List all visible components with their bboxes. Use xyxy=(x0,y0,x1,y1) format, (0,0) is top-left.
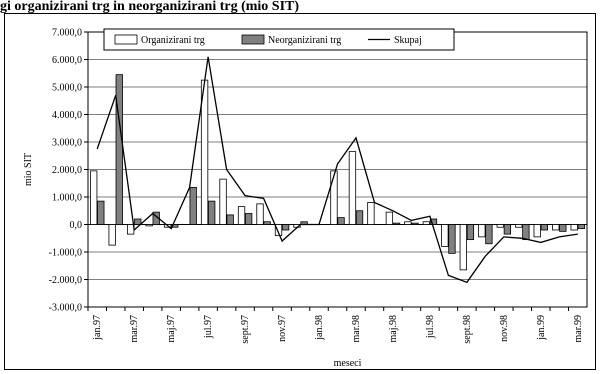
y-tick-label: 0,0 xyxy=(70,220,83,231)
legend-swatch xyxy=(241,34,265,45)
bar-organizirani xyxy=(145,224,153,227)
bar-neorganizirani xyxy=(189,186,197,225)
y-tick-label: 1.000,0 xyxy=(52,193,82,204)
y-tick-label: 4.000,0 xyxy=(52,110,82,121)
bar-neorganizirani xyxy=(171,224,179,228)
y-tick-label: -1.000,0 xyxy=(49,248,82,259)
bar-organizirani xyxy=(404,221,412,225)
bar-neorganizirani xyxy=(115,74,123,225)
bar-organizirani xyxy=(274,224,283,236)
bar-neorganizirani xyxy=(448,224,456,254)
legend-label: Neorganizirani trg xyxy=(268,35,341,46)
bar-organizirani xyxy=(219,178,227,225)
x-tick-label: mar.98 xyxy=(351,315,362,343)
legend-box xyxy=(103,28,455,51)
y-tick-label: -3.000,0 xyxy=(49,303,82,314)
x-tick-label: jul.97 xyxy=(203,315,214,339)
bar-organizirani xyxy=(441,224,449,247)
legend: Organizirani trg Neorganizirani trg Skupaj xyxy=(103,28,455,51)
bar-neorganizirani xyxy=(522,224,530,241)
x-tick-label: jan.98 xyxy=(314,315,325,341)
bar-neorganizirani xyxy=(429,218,438,225)
bar-organizirani xyxy=(256,203,264,225)
bar-neorganizirani xyxy=(503,224,512,235)
bar-organizirani xyxy=(570,224,578,231)
bar-organizirani xyxy=(515,224,523,228)
y-tick-label: 2.000,0 xyxy=(52,165,82,176)
y-tick-label: -2.000,0 xyxy=(49,275,82,286)
bar-organizirani xyxy=(552,224,560,231)
x-axis-label: meseci xyxy=(334,358,362,369)
bar-neorganizirani xyxy=(355,210,364,225)
x-tick-label: sept.97 xyxy=(240,315,251,344)
bar-neorganizirani xyxy=(263,221,271,225)
x-tick-label: sept.98 xyxy=(462,315,473,344)
bar-organizirani xyxy=(533,224,541,238)
bar-neorganizirani xyxy=(577,224,585,230)
bar-organizirani xyxy=(367,202,375,225)
bar-organizirani xyxy=(459,224,467,271)
bar-neorganizirani xyxy=(208,200,216,225)
bar-neorganizirani xyxy=(540,224,548,231)
bar-organizirani xyxy=(478,224,486,238)
x-tick-label: jul.98 xyxy=(425,315,436,339)
x-tick-label: maj.98 xyxy=(388,315,399,343)
y-tick-label: 5.000,0 xyxy=(52,83,82,94)
x-tick-label: nov.98 xyxy=(499,315,510,342)
bar-organizirani xyxy=(108,224,116,246)
x-tick-label: jan.97 xyxy=(92,315,103,341)
bar-neorganizirani xyxy=(281,224,290,231)
page-title: gi organizirani trg in neorganizirani tr… xyxy=(0,0,300,14)
y-axis-label: mio SIT xyxy=(23,153,34,186)
bar-neorganizirani xyxy=(411,222,419,225)
legend-label: Skupaj xyxy=(394,35,422,46)
legend-swatch xyxy=(114,34,138,45)
bar-organizirani xyxy=(496,224,504,228)
bar-organizirani xyxy=(127,224,135,235)
bar-neorganizirani xyxy=(466,224,475,241)
x-tick-label: mar.99 xyxy=(573,315,584,343)
bar-neorganizirani xyxy=(392,222,401,225)
bar-organizirani xyxy=(330,170,338,225)
bar-organizirani xyxy=(348,151,357,225)
x-tick-label: nov.97 xyxy=(277,315,288,342)
bar-neorganizirani xyxy=(337,217,345,225)
x-tick-label: jan.99 xyxy=(536,315,547,341)
chart: 7.000,0 6.000,0 5.000,0 4.000,0 3.000,0 2.000… xyxy=(23,28,588,369)
bar-neorganizirani xyxy=(97,200,105,225)
bar-neorganizirani xyxy=(134,218,142,225)
y-tick-label: 3.000,0 xyxy=(52,138,82,149)
bar-organizirani xyxy=(237,206,246,225)
bar-organizirani xyxy=(90,170,98,225)
y-tick-label: 7.000,0 xyxy=(52,28,82,39)
bar-neorganizirani xyxy=(244,213,253,225)
bar-organizirani xyxy=(385,211,394,225)
chart-frame: 7.000,0 6.000,0 5.000,0 4.000,0 3.000,0 2.000… xyxy=(4,13,596,370)
bar-organizirani xyxy=(422,221,431,225)
bar-neorganizirani xyxy=(559,224,567,232)
x-tick-label: mar.97 xyxy=(129,315,140,343)
y-tick-label: 6.000,0 xyxy=(52,55,82,66)
legend-label: Organizirani trg xyxy=(141,35,205,46)
bar-neorganizirani xyxy=(226,214,234,225)
bar-neorganizirani xyxy=(485,224,493,245)
x-tick-label: maj.97 xyxy=(166,315,177,343)
